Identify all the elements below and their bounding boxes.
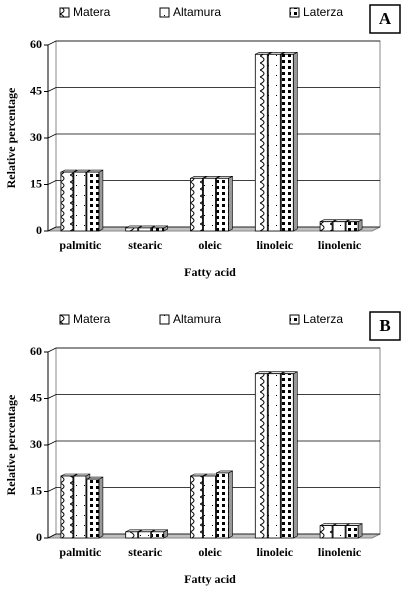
legend-label: Matera: [73, 5, 111, 19]
bar: [73, 171, 87, 232]
x-tick-label: oleic: [198, 238, 222, 252]
legend-swatch: [289, 7, 300, 18]
bar: [345, 525, 359, 539]
bar: [267, 373, 281, 539]
bar: [190, 475, 203, 539]
bar: [280, 373, 294, 539]
bar: [319, 525, 333, 539]
x-tick-label: linoleic: [256, 545, 293, 559]
y-tick-label: 15: [30, 483, 42, 497]
bar-side: [357, 523, 363, 539]
bar: [216, 472, 229, 539]
x-tick-label: linoleic: [256, 238, 293, 252]
bar: [203, 177, 216, 232]
x-axis-title: Fatty acid: [184, 265, 236, 279]
panel-label-box: [369, 311, 401, 341]
x-tick-label: stearic: [128, 238, 163, 252]
legend-swatch: [159, 7, 170, 18]
x-tick-label: palmitic: [59, 545, 102, 559]
bar: [73, 475, 87, 539]
bar: [151, 227, 165, 232]
grid-line: [47, 347, 380, 353]
legend-swatch: [59, 7, 70, 18]
y-axis-title: Relative percentage: [4, 394, 18, 495]
y-tick-label: 45: [30, 83, 42, 97]
bar: [125, 531, 139, 539]
legend-label: Altamura: [173, 312, 221, 326]
bar-side: [228, 470, 233, 539]
bar: [60, 171, 74, 232]
bar-side: [98, 476, 104, 539]
bar: [254, 373, 268, 539]
bar: [151, 531, 165, 539]
x-tick-label: oleic: [198, 545, 222, 559]
y-tick-label: 0: [36, 223, 42, 237]
panel-label: B: [379, 316, 390, 335]
bar: [332, 525, 346, 539]
bar: [319, 221, 333, 232]
x-tick-label: stearic: [128, 545, 163, 559]
bar-side: [292, 51, 298, 232]
legend-swatch: [59, 314, 70, 325]
y-tick-label: 45: [30, 390, 42, 404]
legend-label: Matera: [73, 312, 111, 326]
bar: [60, 475, 74, 539]
legend-swatch: [159, 314, 170, 325]
bar-side: [98, 169, 104, 232]
x-axis-title: Fatty acid: [184, 572, 236, 586]
legend-swatch: [289, 314, 300, 325]
bar: [138, 227, 152, 232]
bar: [203, 475, 216, 539]
bar: [138, 531, 152, 539]
bar: [125, 227, 139, 232]
y-axis-title: Relative percentage: [4, 87, 18, 188]
y-tick-label: 0: [36, 530, 42, 544]
legend-label: Laterza: [303, 5, 343, 19]
y-tick-label: 30: [30, 437, 42, 451]
bar-side: [228, 175, 233, 232]
bar-side: [292, 371, 298, 539]
x-tick-label: linolenic: [318, 545, 362, 559]
x-tick-label: palmitic: [59, 238, 102, 252]
grid-line: [47, 40, 380, 46]
bar: [86, 478, 100, 539]
bar: [190, 177, 203, 232]
x-tick-label: linolenic: [318, 238, 362, 252]
bar: [267, 53, 281, 232]
legend-label: Altamura: [173, 5, 221, 19]
legend-label: Laterza: [303, 312, 343, 326]
y-tick-label: 30: [30, 130, 42, 144]
bar: [86, 171, 100, 232]
bar: [216, 177, 229, 232]
panel-label-box: [369, 4, 401, 34]
bar: [332, 221, 346, 232]
y-tick-label: 60: [30, 344, 42, 358]
bar: [254, 53, 268, 232]
y-tick-label: 15: [30, 176, 42, 190]
y-tick-label: 60: [30, 37, 42, 51]
bar: [280, 53, 294, 232]
panel-label: A: [379, 9, 392, 28]
bar: [345, 221, 359, 232]
